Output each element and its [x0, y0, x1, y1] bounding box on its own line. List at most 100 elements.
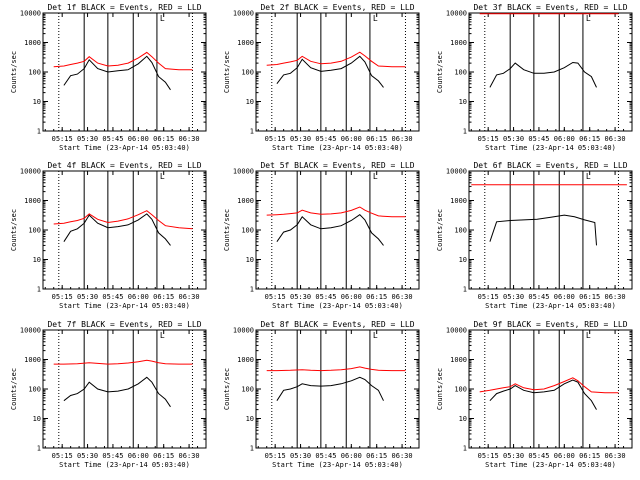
x-tick-label: 05:45 — [528, 293, 549, 301]
x-axis-label: Start Time (23-Apr-14 05:03:40) — [485, 461, 616, 469]
x-tick-label: 05:45 — [102, 293, 123, 301]
x-tick-label: 05:15 — [265, 135, 286, 143]
x-tick-label: 06:00 — [554, 452, 575, 460]
x-tick-label: 05:45 — [315, 293, 336, 301]
events-series-line — [276, 376, 384, 401]
panel-title: Det 4f BLACK = Events, RED = LLD — [47, 161, 201, 170]
events-series-line — [276, 55, 384, 88]
events-series-line — [63, 376, 171, 408]
y-tick-label: 10000 — [20, 168, 41, 176]
lld-series-line — [479, 377, 619, 394]
events-series-line — [63, 55, 171, 91]
corner-mark: L — [160, 331, 165, 340]
x-tick-label: 06:00 — [341, 135, 362, 143]
lld-series-line — [53, 51, 193, 71]
x-tick-label: 05:30 — [290, 135, 311, 143]
y-axis-label: Counts/sec — [223, 209, 231, 251]
y-tick-label: 1 — [250, 445, 254, 453]
x-axis-label: Start Time (23-Apr-14 05:03:40) — [59, 302, 190, 310]
detector-panel: L 1 10 100 1000 10000 05:15 05:30 05:45 06:00 06:1… — [223, 161, 420, 310]
y-axis-label: Counts/sec — [223, 368, 231, 410]
y-tick-label: 100 — [454, 386, 467, 394]
x-tick-label: 05:30 — [77, 135, 98, 143]
y-tick-label: 10 — [459, 98, 467, 106]
y-tick-label: 1000 — [237, 356, 254, 364]
y-tick-label: 10 — [33, 256, 41, 264]
x-tick-label: 05:30 — [77, 293, 98, 301]
x-tick-label: 06:30 — [605, 293, 626, 301]
x-tick-label: 06:00 — [341, 452, 362, 460]
y-tick-label: 10 — [246, 415, 254, 423]
x-axis-label: Start Time (23-Apr-14 05:03:40) — [272, 144, 403, 152]
x-tick-label: 06:00 — [128, 293, 149, 301]
y-tick-label: 1000 — [237, 197, 254, 205]
corner-mark: L — [586, 331, 591, 340]
y-tick-label: 10000 — [233, 10, 254, 18]
y-tick-label: 10000 — [446, 168, 467, 176]
x-tick-label: 06:30 — [605, 135, 626, 143]
x-tick-label: 06:15 — [153, 293, 174, 301]
panel-title: Det 1f BLACK = Events, RED = LLD — [47, 3, 201, 12]
events-series-line — [489, 379, 597, 410]
y-tick-label: 1000 — [450, 356, 467, 364]
y-tick-label: 100 — [241, 69, 254, 77]
corner-mark: L — [160, 14, 165, 23]
y-tick-label: 1 — [463, 286, 467, 294]
y-tick-label: 1000 — [24, 356, 41, 364]
panel-title: Det 8f BLACK = Events, RED = LLD — [260, 320, 414, 329]
x-tick-label: 06:00 — [554, 135, 575, 143]
panel-title: Det 5f BLACK = Events, RED = LLD — [260, 161, 414, 170]
x-tick-label: 05:30 — [503, 293, 524, 301]
lld-series-line — [266, 206, 406, 218]
lld-series-line — [53, 359, 193, 365]
y-tick-label: 10 — [459, 256, 467, 264]
y-tick-label: 1 — [37, 286, 41, 294]
detector-panel: L 1 10 100 1000 10000 05:15 05:30 05:45 06:00 06:1… — [436, 320, 633, 469]
x-tick-label: 05:15 — [265, 293, 286, 301]
y-axis-label: Counts/sec — [436, 51, 444, 93]
x-tick-label: 05:45 — [528, 135, 549, 143]
y-tick-label: 1 — [250, 286, 254, 294]
y-axis-label: Counts/sec — [223, 51, 231, 93]
y-tick-label: 10000 — [233, 168, 254, 176]
y-tick-label: 1 — [37, 128, 41, 136]
x-axis-label: Start Time (23-Apr-14 05:03:40) — [485, 144, 616, 152]
detector-panel: L 1 10 100 1000 10000 05:15 05:30 05:45 06:00 06:1… — [436, 3, 633, 152]
x-axis-label: Start Time (23-Apr-14 05:03:40) — [59, 144, 190, 152]
x-tick-label: 06:15 — [579, 452, 600, 460]
x-tick-label: 05:45 — [528, 452, 549, 460]
x-tick-label: 06:15 — [366, 135, 387, 143]
lld-series-line — [266, 51, 406, 68]
x-tick-label: 05:15 — [478, 452, 499, 460]
x-axis-label: Start Time (23-Apr-14 05:03:40) — [272, 302, 403, 310]
lld-series-line — [266, 366, 406, 372]
panel-title: Det 7f BLACK = Events, RED = LLD — [47, 320, 201, 329]
y-tick-label: 10000 — [446, 10, 467, 18]
y-tick-label: 1 — [37, 445, 41, 453]
panel-title: Det 9f BLACK = Events, RED = LLD — [473, 320, 627, 329]
y-axis-label: Counts/sec — [10, 51, 18, 93]
y-tick-label: 1000 — [237, 39, 254, 47]
plot-frame — [42, 170, 207, 290]
x-tick-label: 05:45 — [315, 452, 336, 460]
y-tick-label: 10000 — [446, 327, 467, 335]
detector-panel: L 1 10 100 1000 10000 05:15 05:30 05:45 06:00 06:1… — [223, 3, 420, 152]
x-tick-label: 05:15 — [265, 452, 286, 460]
detector-panel: L 1 10 100 1000 10000 05:15 05:30 05:45 06:00 06:1… — [10, 320, 207, 469]
corner-mark: L — [373, 14, 378, 23]
x-tick-label: 06:15 — [579, 293, 600, 301]
x-tick-label: 05:15 — [52, 293, 73, 301]
x-tick-label: 05:30 — [503, 135, 524, 143]
corner-mark: L — [586, 172, 591, 181]
events-series-line — [489, 214, 597, 246]
x-tick-label: 06:30 — [179, 135, 200, 143]
panel-title: Det 3f BLACK = Events, RED = LLD — [473, 3, 627, 12]
events-series-line — [63, 213, 171, 246]
y-tick-label: 10 — [246, 98, 254, 106]
x-tick-label: 05:45 — [102, 452, 123, 460]
y-tick-label: 1000 — [24, 197, 41, 205]
x-tick-label: 06:15 — [579, 135, 600, 143]
x-axis-label: Start Time (23-Apr-14 05:03:40) — [485, 302, 616, 310]
panel-title: Det 6f BLACK = Events, RED = LLD — [473, 161, 627, 170]
